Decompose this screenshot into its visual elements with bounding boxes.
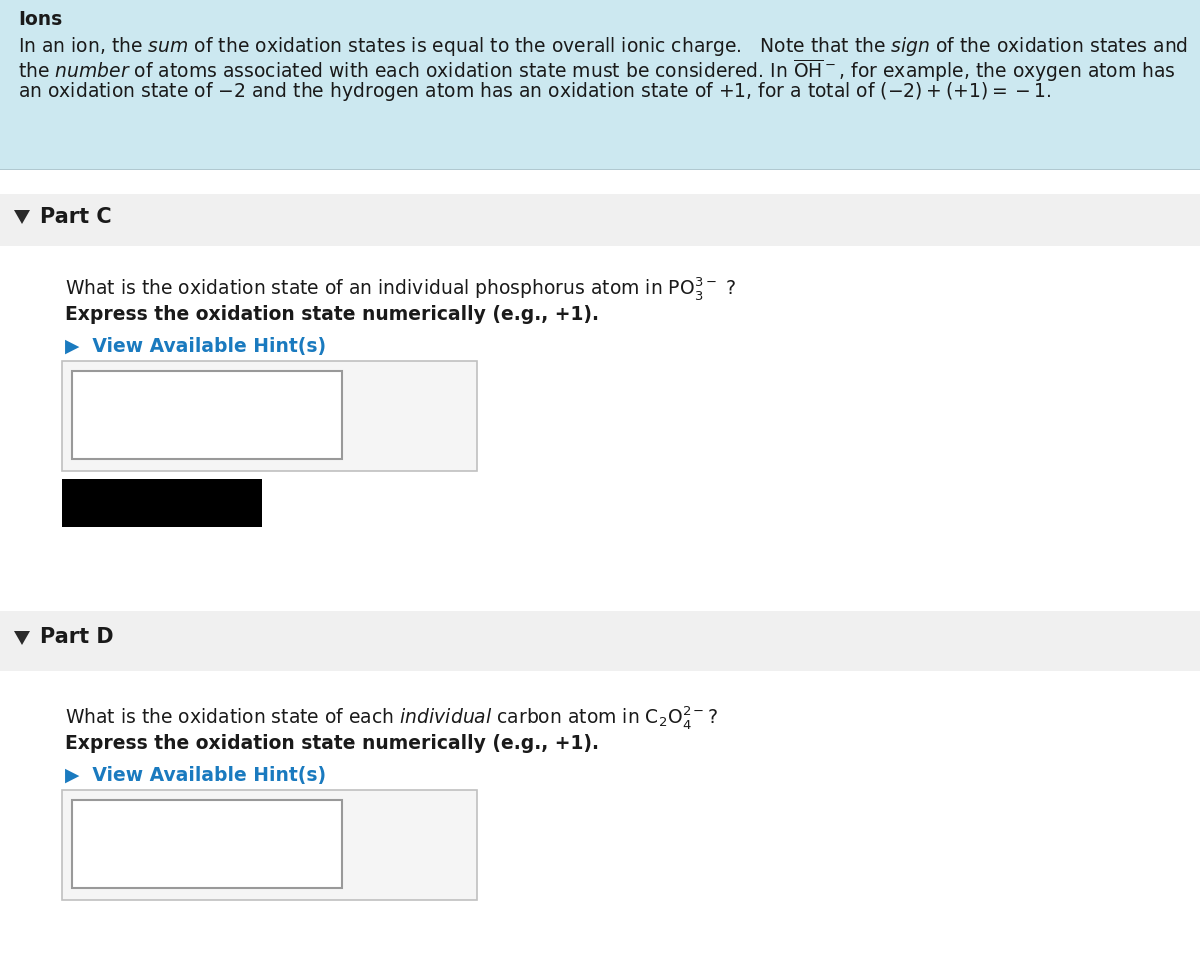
Text: What is the oxidation state of an individual phosphorus atom in $\mathrm{PO_3^{3: What is the oxidation state of an indivi… xyxy=(65,275,736,302)
Text: What is the oxidation state of each $\mathit{individual}$ carbon atom in $\mathr: What is the oxidation state of each $\ma… xyxy=(65,703,718,730)
Text: ▶  View Available Hint(s): ▶ View Available Hint(s) xyxy=(65,337,326,356)
Bar xyxy=(0,612,1200,671)
Bar xyxy=(62,790,478,900)
Text: Ions: Ions xyxy=(18,10,62,29)
Bar xyxy=(0,247,1200,612)
Bar xyxy=(0,170,1200,171)
Text: the $\mathit{number}$ of atoms associated with each oxidation state must be cons: the $\mathit{number}$ of atoms associate… xyxy=(18,57,1176,84)
Bar xyxy=(72,800,342,888)
Polygon shape xyxy=(14,211,30,225)
Text: In an ion, the $\mathit{sum}$ of the oxidation states is equal to the overall io: In an ion, the $\mathit{sum}$ of the oxi… xyxy=(18,35,1188,58)
Text: an oxidation state of $-2$ and the hydrogen atom has an oxidation state of +1, f: an oxidation state of $-2$ and the hydro… xyxy=(18,80,1051,103)
Text: ▶  View Available Hint(s): ▶ View Available Hint(s) xyxy=(65,765,326,785)
Text: Part D: Part D xyxy=(40,626,114,647)
Text: Express the oxidation state numerically (e.g., +1).: Express the oxidation state numerically … xyxy=(65,305,599,323)
Polygon shape xyxy=(14,631,30,646)
Bar xyxy=(62,480,262,528)
Bar xyxy=(0,0,1200,170)
Text: Part C: Part C xyxy=(40,207,112,227)
Bar xyxy=(62,361,478,472)
Text: Express the oxidation state numerically (e.g., +1).: Express the oxidation state numerically … xyxy=(65,734,599,752)
Bar xyxy=(0,671,1200,977)
Bar xyxy=(72,371,342,459)
Bar xyxy=(0,194,1200,247)
